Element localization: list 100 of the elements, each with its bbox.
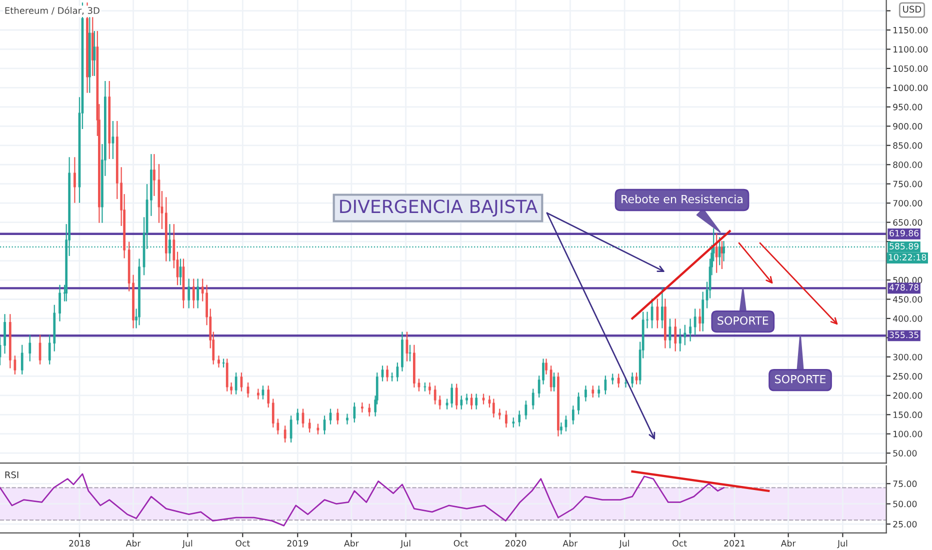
candlestick — [674, 318, 677, 352]
candlestick — [4, 314, 6, 354]
candlestick — [684, 324, 686, 346]
candlestick — [308, 418, 311, 432]
candlestick — [428, 382, 431, 394]
candlestick — [698, 308, 702, 332]
candlestick — [93, 30, 96, 76]
candlestick — [386, 366, 388, 382]
candlestick — [624, 378, 627, 388]
y-tick-label: 850.00 — [893, 142, 922, 149]
x-tick-label: Abr — [126, 540, 141, 547]
text: Ethereum / Dólar, 3D — [5, 6, 100, 15]
y-tick-label: 300.00 — [893, 354, 922, 360]
candlestick — [482, 394, 485, 404]
candlestick — [617, 374, 620, 388]
candlestick — [218, 356, 220, 368]
candlestick — [694, 308, 696, 336]
candlestick — [192, 278, 195, 308]
candlestick — [656, 298, 659, 328]
annotation: SOPORTE — [718, 316, 768, 325]
candlestick — [153, 154, 156, 196]
y-tick-label: 750.00 — [893, 180, 922, 188]
y-tick-label: 100.00 — [894, 430, 922, 438]
y-tick-label: 150.00 — [894, 412, 922, 418]
candlestick — [434, 386, 436, 404]
candlestick — [661, 287, 664, 328]
candlestick — [188, 278, 190, 308]
candlestick — [74, 157, 76, 203]
y-tick-label: 1150.00 — [894, 26, 928, 34]
y-tick-label: 50.00 — [893, 450, 917, 456]
candlestick — [408, 344, 412, 362]
candlestick — [262, 386, 264, 400]
candlestick — [492, 398, 495, 418]
candlestick — [455, 384, 458, 410]
candlestick — [446, 398, 448, 410]
x-tick-label: Oct — [454, 540, 468, 547]
x-tick-label: 2020 — [505, 540, 526, 547]
candlestick — [488, 396, 491, 408]
candlestick — [353, 402, 356, 422]
candlestick — [20, 344, 24, 374]
candlestick — [689, 318, 692, 342]
candlestick — [276, 418, 280, 434]
ref-line-label: 355.35 — [890, 332, 918, 338]
candlestick — [226, 358, 228, 392]
line-series — [0, 473, 724, 526]
candlestick — [584, 386, 587, 402]
annotation: RSI — [5, 471, 18, 478]
y-tick-label: 900.00 — [893, 123, 922, 130]
candlestick — [368, 404, 371, 416]
y-tick-label: 1000.00 — [894, 84, 928, 92]
annotation: SOPORTE — [775, 374, 826, 384]
candlestick — [196, 278, 200, 308]
candlestick — [560, 422, 562, 434]
ref-line-label: 619.86 — [890, 230, 919, 236]
candlestick — [450, 384, 454, 408]
candlestick — [267, 386, 270, 408]
candlestick — [470, 394, 473, 410]
candlestick — [611, 374, 614, 384]
candlestick — [715, 233, 718, 273]
candlestick — [28, 334, 32, 362]
y-tick-label: 800.00 — [893, 162, 922, 168]
candlestick — [257, 388, 260, 400]
y-tick-label: 250.00 — [893, 373, 922, 380]
candlestick — [272, 398, 274, 428]
ref-line-label: 478.78 — [889, 284, 919, 291]
y-tick-label: 700.00 — [893, 200, 922, 206]
x-tick-label: Abr — [562, 540, 578, 547]
candlestick — [598, 386, 600, 398]
candlestick — [346, 414, 348, 424]
y-tick-label: 200.00 — [893, 392, 922, 399]
candlestick — [498, 408, 501, 420]
x-tick-label: Jul — [400, 540, 410, 548]
candlestick — [604, 376, 607, 394]
candlestick — [466, 394, 468, 404]
candlestick — [718, 237, 721, 266]
annotation: DIVERGENCIA BAJISTA — [340, 200, 538, 217]
annotation: Rebote en Resistencia — [622, 194, 742, 204]
candlestick — [518, 410, 521, 426]
y-tick-label: 50.00 — [893, 500, 917, 508]
candlestick — [702, 292, 704, 332]
y-tick-label: 450.00 — [893, 296, 922, 303]
candlestick — [381, 366, 384, 382]
x-tick-label: Jul — [837, 540, 848, 548]
x-tick-label: 2018 — [69, 540, 90, 547]
y-tick-label: 950.00 — [893, 104, 922, 110]
candlestick — [284, 426, 286, 442]
candlestick — [532, 388, 534, 410]
x-tick-label: Abr — [780, 540, 796, 547]
candlestick — [635, 372, 638, 384]
x-tick-label: Abr — [344, 540, 359, 547]
candlestick — [438, 396, 442, 410]
y-tick-label: 25.00 — [893, 520, 917, 528]
candlestick — [418, 378, 420, 392]
candlestick — [424, 382, 426, 392]
candlestick — [234, 372, 238, 394]
y-tick-label: 1100.00 — [894, 46, 928, 53]
x-tick-label: Jul — [618, 540, 629, 548]
candlestick — [336, 408, 339, 424]
candlestick — [678, 328, 682, 352]
y-tick-label: 1050.00 — [894, 65, 928, 72]
